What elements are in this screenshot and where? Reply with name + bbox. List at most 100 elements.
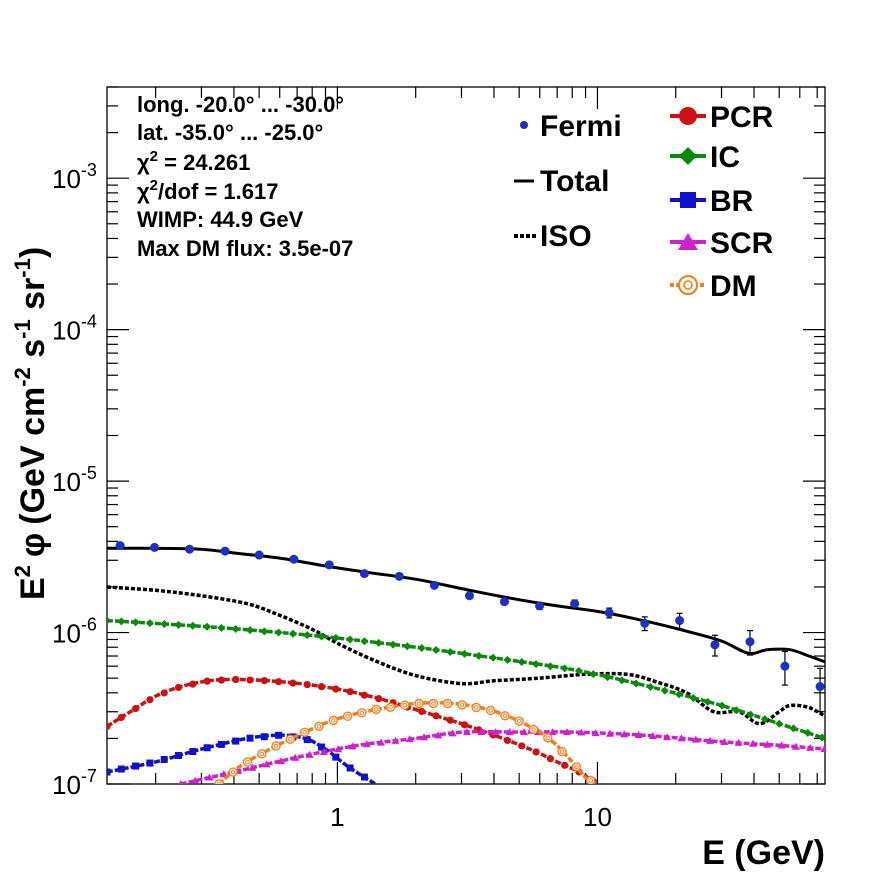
- marker-scr: [706, 736, 715, 744]
- marker-pcr: [132, 704, 140, 713]
- marker-scr: [276, 757, 285, 765]
- marker-pcr: [246, 676, 254, 684]
- marker-ic: [460, 649, 469, 658]
- y-title-units: (GeV cm: [14, 387, 52, 525]
- marker-ic: [446, 647, 455, 656]
- marker-pcr: [561, 761, 569, 769]
- marker-scr: [178, 780, 184, 784]
- fermi-point: [745, 630, 755, 656]
- marker-pcr: [317, 683, 326, 691]
- marker-pcr: [217, 676, 226, 684]
- marker-ic: [560, 664, 569, 673]
- marker-pcr: [432, 712, 440, 720]
- marker-ic: [532, 660, 541, 669]
- marker-ic: [632, 679, 641, 688]
- marker-ic: [646, 682, 655, 691]
- marker-ic: [117, 617, 126, 626]
- marker-scr: [620, 730, 629, 738]
- y-title-e: E: [14, 577, 52, 600]
- info-max-dm-flux: Max DM flux: 3.5e-07: [137, 236, 353, 261]
- info-chi2: χ2 = 24.261: [137, 148, 250, 175]
- marker-br: [246, 734, 254, 742]
- marker-scr: [748, 739, 757, 747]
- axis-ticks: [107, 86, 825, 785]
- fermi-point: [115, 541, 125, 551]
- fit-info-text: long. -20.0° ... -30.0° lat. -35.0° ... …: [137, 92, 353, 261]
- series-line-scr: [180, 729, 825, 784]
- series-total: [107, 546, 825, 664]
- marker-dm: [543, 733, 553, 743]
- marker-dm: [428, 698, 439, 709]
- marker-ic: [303, 631, 312, 640]
- series-br: [107, 731, 377, 784]
- fermi-point: [815, 667, 825, 713]
- marker-dm: [371, 704, 381, 715]
- marker-ic: [760, 715, 769, 724]
- fermi-point: [394, 571, 404, 581]
- marker-pcr: [232, 675, 240, 684]
- marker-dm: [228, 767, 238, 777]
- marker-scr: [820, 745, 825, 753]
- marker-pcr: [303, 680, 311, 689]
- marker-ic: [818, 733, 825, 742]
- marker-ic: [145, 619, 154, 628]
- marker-dm: [485, 705, 496, 716]
- y-title-sup1: 2: [10, 565, 35, 577]
- fermi-point: [359, 569, 369, 579]
- marker-scr: [777, 741, 786, 749]
- marker-dm: [257, 749, 267, 759]
- marker-scr: [577, 728, 586, 736]
- marker-br: [360, 773, 368, 781]
- info-longitude: long. -20.0° ... -30.0°: [137, 92, 344, 117]
- marker-scr: [563, 728, 572, 736]
- legend-entry-dm: DM: [670, 270, 757, 303]
- marker-pcr: [107, 722, 111, 731]
- marker-br: [260, 733, 268, 741]
- marker-scr: [405, 735, 414, 743]
- legend-label-total: Total: [540, 165, 609, 198]
- marker-ic: [603, 673, 612, 682]
- y-title-sup2: -2: [10, 367, 35, 387]
- marker-scr: [691, 735, 700, 743]
- marker-scr: [663, 733, 672, 741]
- marker-ic: [503, 655, 512, 664]
- marker-ic: [717, 701, 726, 710]
- marker-ic: [107, 616, 111, 625]
- fermi-point: [150, 542, 160, 552]
- marker-br: [189, 748, 197, 756]
- marker-ic: [188, 621, 197, 630]
- marker-scr: [462, 728, 471, 736]
- marker-scr: [191, 776, 200, 784]
- marker-pcr: [375, 695, 383, 703]
- x-axis-title: E (GeV): [702, 834, 825, 872]
- marker-pcr: [503, 736, 512, 745]
- marker-ic: [474, 651, 483, 660]
- y-title-phi: φ: [14, 533, 52, 557]
- marker-br: [318, 743, 326, 751]
- marker-scr: [291, 753, 300, 761]
- marker-dm: [328, 715, 338, 726]
- legend-label-ic: IC: [710, 141, 740, 174]
- marker-scr: [305, 750, 314, 758]
- fermi-point: [570, 599, 580, 609]
- y-title-sup4: -1: [10, 258, 35, 278]
- legend-label-pcr: PCR: [710, 101, 774, 134]
- marker-pcr: [189, 680, 197, 688]
- marker-br: [117, 765, 125, 773]
- marker-ic: [131, 618, 140, 627]
- legend-entry-ic: IC: [670, 141, 740, 174]
- marker-pcr: [146, 696, 154, 704]
- marker-dm: [500, 711, 510, 721]
- marker-ic: [274, 628, 283, 637]
- marker-pcr: [532, 748, 540, 756]
- x-tick-labels: 1 10: [330, 802, 612, 832]
- marker-br: [346, 764, 354, 772]
- fermi-point: [499, 597, 509, 607]
- legend-entry-iso: ISO: [514, 220, 592, 253]
- marker-ic: [246, 626, 255, 635]
- marker-pcr: [174, 683, 183, 692]
- marker-scr: [791, 742, 800, 750]
- marker-dm: [528, 724, 539, 735]
- legend-label-scr: SCR: [710, 227, 774, 260]
- marker-ic: [360, 637, 369, 646]
